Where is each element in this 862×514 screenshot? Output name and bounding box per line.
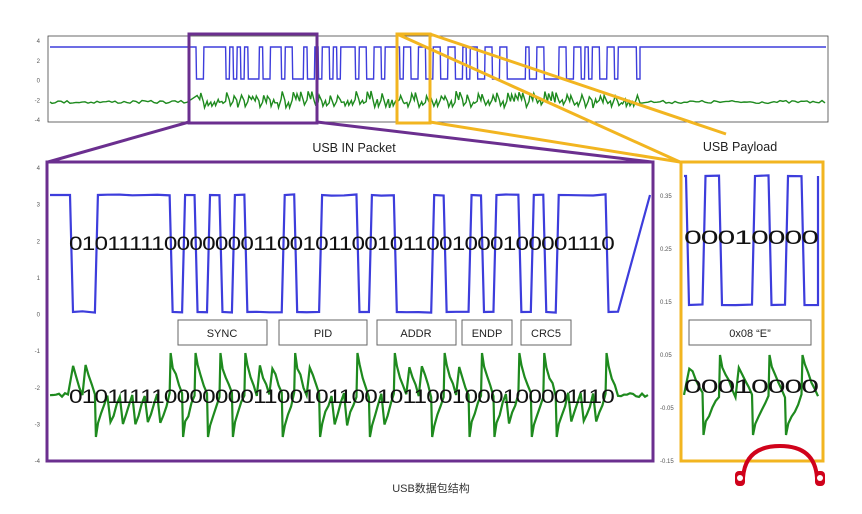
svg-text:ADDR: ADDR (400, 328, 431, 340)
y-tick-label: 4 (37, 166, 41, 172)
y-tick-label: 0.15 (660, 300, 672, 306)
packet-panel: 4 3 2 1 0 -1 -2 -3 -4 01011111000000011001011001… (35, 160, 655, 465)
field-payload-byte: 0x08 “E” (688, 319, 812, 346)
y-tick-label: 1 (37, 276, 41, 282)
svg-text:0x08 “E”: 0x08 “E” (729, 328, 771, 340)
overview-packet-highlight (187, 32, 319, 125)
field-pid: PID (278, 319, 368, 346)
y-tick-label: -4 (35, 118, 41, 124)
y-tick-label: -0.05 (660, 406, 674, 412)
overview-payload-highlight (395, 32, 432, 125)
packet-bits-bottom: 0101111100000001100101100101100100010000… (69, 387, 614, 408)
y-tick-label: 0 (37, 79, 41, 85)
svg-text:ENDP: ENDP (472, 328, 503, 340)
overview-d-plus-trace (50, 46, 826, 80)
payload-bits-bottom: 00010000 (684, 377, 818, 398)
payload-panel: 0.35 0.25 0.15 0.05 -0.05 -0.15 00010000 0001… (660, 160, 825, 465)
packet-bits-top: 0101111100000001100101100101100100010000… (69, 234, 614, 255)
y-tick-label: -0.15 (660, 459, 674, 465)
svg-text:PID: PID (314, 328, 332, 340)
field-endp: ENDP (461, 319, 513, 346)
zoom-connectors (47, 32, 727, 164)
field-crc5: CRC5 (520, 319, 572, 346)
payload-frame (679, 160, 825, 463)
y-tick-label: 2 (37, 239, 41, 245)
y-tick-label: 3 (37, 203, 41, 209)
y-tick-label: 0 (37, 313, 41, 319)
y-tick-label: 4 (37, 39, 41, 45)
payload-bits-top: 00010000 (684, 228, 818, 249)
packet-d-minus-trace (49, 352, 649, 438)
y-tick-label: -4 (35, 459, 41, 465)
svg-text:CRC5: CRC5 (531, 328, 561, 340)
field-sync: SYNC (177, 319, 268, 346)
y-tick-label: 0.25 (660, 247, 672, 253)
y-tick-label: -2 (35, 98, 41, 104)
payload-d-minus-trace (682, 354, 820, 436)
svg-text:SYNC: SYNC (207, 328, 238, 340)
y-tick-label: 0.35 (660, 194, 672, 200)
packet-d-plus-trace (50, 193, 652, 314)
payload-d-plus-trace (684, 174, 820, 307)
overview-d-minus-trace (49, 90, 826, 111)
packet-title: USB IN Packet (312, 141, 396, 155)
headphones-logo-icon (735, 443, 825, 486)
overview-plot: 4 2 0 -2 -4 (35, 32, 829, 125)
y-tick-label: 2 (37, 59, 41, 65)
y-tick-label: -3 (35, 422, 41, 428)
field-addr: ADDR (376, 319, 457, 346)
y-tick-label: 0.05 (660, 353, 672, 359)
figure-caption: USB数据包结构 (392, 483, 470, 495)
packet-frame (45, 160, 655, 463)
payload-title: USB Payload (703, 140, 777, 154)
y-tick-label: -2 (35, 386, 41, 392)
y-tick-label: -1 (35, 349, 41, 355)
